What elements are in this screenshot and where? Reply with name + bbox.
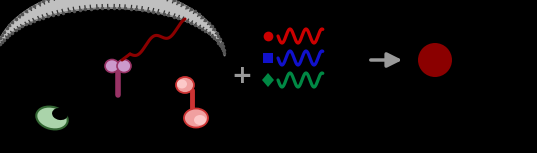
- Text: +: +: [231, 64, 252, 88]
- Ellipse shape: [37, 107, 68, 129]
- Circle shape: [418, 43, 452, 77]
- Ellipse shape: [105, 60, 119, 73]
- Ellipse shape: [194, 115, 206, 125]
- Ellipse shape: [176, 77, 194, 93]
- Ellipse shape: [52, 108, 68, 120]
- Polygon shape: [0, 0, 224, 56]
- Bar: [263, 53, 273, 63]
- Ellipse shape: [117, 60, 131, 73]
- Ellipse shape: [184, 108, 208, 127]
- Polygon shape: [262, 73, 274, 87]
- Ellipse shape: [177, 80, 187, 88]
